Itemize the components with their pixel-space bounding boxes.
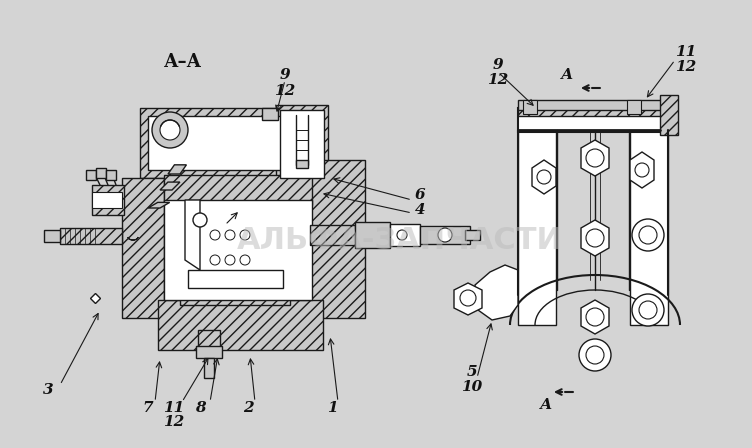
Bar [92, 185, 124, 215]
Bar [310, 160, 365, 318]
Text: 10: 10 [462, 380, 483, 394]
Circle shape [160, 120, 180, 140]
Bar [140, 108, 290, 178]
Polygon shape [160, 182, 180, 190]
Polygon shape [630, 152, 654, 188]
Bar [60, 228, 122, 244]
Bar [148, 116, 282, 170]
Text: 12: 12 [163, 415, 185, 429]
Bar [660, 95, 678, 135]
Bar [44, 230, 60, 242]
Circle shape [586, 229, 604, 247]
Circle shape [240, 230, 250, 240]
Text: 11: 11 [675, 45, 696, 59]
Text: А–А: А–А [164, 53, 202, 71]
Polygon shape [185, 200, 200, 270]
Circle shape [225, 230, 235, 240]
Bar [92, 192, 122, 208]
Bar [122, 178, 164, 318]
Bar [86, 170, 96, 180]
Bar [518, 100, 666, 110]
Text: 6: 6 [414, 188, 426, 202]
Circle shape [438, 228, 452, 242]
Circle shape [460, 290, 476, 306]
Bar [164, 175, 312, 205]
Text: 12: 12 [675, 60, 696, 74]
Bar [518, 108, 666, 116]
Circle shape [579, 339, 611, 371]
Circle shape [210, 255, 220, 265]
Circle shape [193, 213, 207, 227]
Circle shape [210, 230, 220, 240]
Circle shape [632, 294, 664, 326]
Polygon shape [581, 300, 609, 334]
Polygon shape [581, 140, 609, 176]
Text: 3: 3 [43, 383, 53, 397]
Bar [355, 222, 390, 248]
Text: А: А [561, 68, 573, 82]
Bar [204, 358, 214, 378]
Circle shape [639, 301, 657, 319]
Circle shape [240, 255, 250, 265]
Circle shape [639, 226, 657, 244]
Circle shape [586, 149, 604, 167]
Bar [262, 108, 278, 120]
Text: 1: 1 [326, 401, 338, 415]
Bar [518, 130, 556, 325]
Circle shape [635, 163, 649, 177]
Text: 8: 8 [195, 401, 205, 415]
Text: 7: 7 [143, 401, 153, 415]
Bar [164, 200, 312, 300]
Text: 4: 4 [414, 203, 426, 217]
Bar [630, 130, 668, 325]
Bar [627, 100, 641, 114]
Bar [310, 225, 355, 245]
Circle shape [586, 308, 604, 326]
Polygon shape [581, 220, 609, 256]
Circle shape [225, 255, 235, 265]
Bar [296, 160, 308, 168]
Bar [280, 110, 324, 178]
Circle shape [632, 219, 664, 251]
Text: А: А [540, 398, 552, 412]
Bar [198, 330, 220, 348]
Bar [276, 105, 328, 183]
Circle shape [152, 112, 188, 148]
Bar [106, 170, 116, 180]
Text: 5: 5 [467, 365, 478, 379]
Polygon shape [168, 165, 186, 174]
Bar [96, 168, 106, 178]
Bar [158, 300, 323, 350]
Bar [196, 346, 222, 358]
Text: 11: 11 [163, 401, 185, 415]
Text: 9: 9 [280, 68, 290, 82]
Circle shape [397, 230, 407, 240]
Polygon shape [148, 202, 170, 208]
Bar [518, 108, 666, 132]
Bar [465, 230, 480, 240]
Polygon shape [454, 283, 482, 315]
Text: АЛЬФА-ЗАПЧАСТИ: АЛЬФА-ЗАПЧАСТИ [237, 225, 563, 254]
Text: 12: 12 [487, 73, 508, 87]
Bar [390, 224, 420, 246]
Polygon shape [532, 160, 556, 194]
Bar [523, 100, 537, 114]
Text: 2: 2 [243, 401, 253, 415]
Text: 12: 12 [274, 84, 296, 98]
Bar [420, 226, 470, 244]
Circle shape [537, 170, 551, 184]
Bar [180, 285, 290, 305]
Circle shape [586, 346, 604, 364]
Text: 9: 9 [493, 58, 503, 72]
Bar [188, 270, 283, 288]
Polygon shape [475, 265, 518, 320]
